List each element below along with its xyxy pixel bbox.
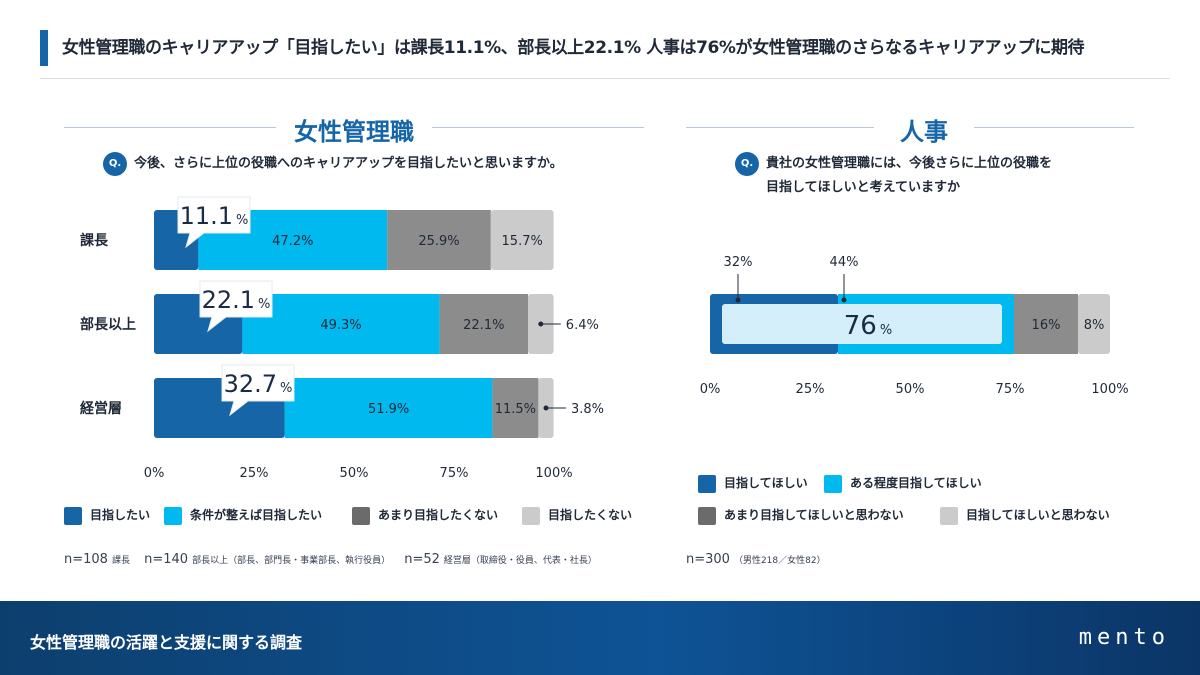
bar-segment (387, 210, 491, 270)
legend-swatch (522, 506, 540, 525)
bar-value-label: 15.7% (502, 234, 543, 249)
x-tick-label: 75% (440, 466, 469, 481)
bar-segment (1078, 294, 1110, 354)
bar-value-label: 3.8% (571, 402, 604, 417)
bar-value-label: 25.9% (418, 234, 459, 249)
bar-value-label: 51.9% (368, 402, 409, 417)
x-tick-label: 0% (700, 382, 721, 397)
legend-item-mezashitakunai: 目指したくない (522, 506, 632, 525)
bar-segment (439, 294, 528, 354)
legend-item-hoshiitoomowanai: 目指してほしいと思わない (940, 506, 1110, 525)
bar-segment (284, 378, 493, 438)
right-title-rule-right (974, 127, 1134, 128)
bar-segment (242, 294, 440, 354)
right-question-line2: 目指してほしいと考えていますか (766, 180, 960, 195)
title-accent-bar (40, 30, 48, 66)
left-title-rule-left (64, 127, 276, 128)
footer-band: 女性管理職の活躍と支援に関する調査 mento (0, 601, 1200, 675)
callout-bubble (221, 364, 295, 417)
legend-swatch (698, 474, 716, 493)
combined-highlight-box (722, 304, 1002, 344)
bar-segment (1014, 294, 1078, 354)
bar-value-label: 49.3% (320, 318, 361, 333)
combined-value-label: 76% (844, 311, 892, 341)
legend-item-mezashitehoshii: 目指してほしい (698, 474, 808, 493)
x-tick-label: 50% (340, 466, 369, 481)
legend-swatch (824, 474, 842, 493)
left-stacked-bar-chart: 47.2% 25.9% 15.7% 11.1 % 49.3% 22.1% 6.4% 22.1 % 5… (144, 196, 604, 481)
right-question-line1: 貴社の女性管理職には、今後さらに上位の役職を (766, 156, 1053, 171)
row-label-bucho: 部長以上 (80, 317, 136, 333)
bar-value-label: 16% (1032, 318, 1061, 333)
segment-value-label: 32% (724, 255, 753, 270)
left-section-title: 女性管理職 (294, 118, 414, 146)
leader-dot (543, 405, 549, 411)
x-tick-label: 50% (896, 382, 925, 397)
bar-value-label: 11.5% (495, 402, 536, 417)
bar-value-label: 6.4% (566, 318, 599, 333)
left-title-rule-right (432, 127, 644, 128)
legend-swatch (64, 506, 82, 525)
right-stacked-bar-chart: 16% 8% 76 % 32% 44% 0% 25% 50% 75% 100% (700, 255, 1129, 397)
x-tick-label: 75% (996, 382, 1025, 397)
legend-item-amari: あまり目指したくない (352, 506, 498, 525)
callout-leader-dot (735, 297, 741, 303)
leader-dot (538, 321, 544, 327)
right-sample-note: n=300 （男性218／女性82） (686, 552, 826, 567)
legend-swatch (940, 506, 958, 525)
x-tick-label: 25% (796, 382, 825, 397)
row-label-keiei: 経営層 (80, 401, 122, 417)
x-tick-label: 100% (535, 466, 572, 481)
bar-segment (490, 210, 554, 270)
legend-swatch (698, 506, 716, 525)
x-tick-label: 25% (240, 466, 269, 481)
legend-item-amari-hoshii: あまり目指してほしいと思わない (698, 506, 904, 525)
right-title-rule-left (686, 127, 874, 128)
right-question-badge: Q. (735, 152, 759, 176)
left-sample-notes: n=108 課長 n=140 部長以上（部長、部門長・事業部長、執行役員） n=52… (64, 552, 597, 567)
legend-swatch (164, 506, 182, 525)
callout-value-label: 22.1% (202, 286, 271, 314)
callout-leader-dot (841, 297, 847, 303)
bar-value-label: 47.2% (272, 234, 313, 249)
legend-item-aruteido: ある程度目指してほしい (824, 474, 982, 493)
header: 女性管理職のキャリアアップ「目指したい」は課長11.1%、部長以上22.1% 人… (0, 0, 1200, 79)
left-question: 今後、さらに上位の役職へのキャリアアップを目指したいと思いますか。 (134, 156, 563, 171)
header-divider (40, 78, 1170, 79)
callout-bubble (199, 280, 273, 333)
mento-logo: mento (1078, 625, 1170, 650)
x-tick-label: 100% (1091, 382, 1128, 397)
survey-title: 女性管理職の活躍と支援に関する調査 (30, 633, 303, 652)
right-section-title: 人事 (900, 118, 948, 146)
x-tick-label: 0% (144, 466, 165, 481)
row-label-kacho: 課長 (80, 233, 108, 249)
callout-value-label: 11.1% (180, 202, 249, 230)
callout-bubble (177, 196, 251, 249)
legend-swatch (352, 506, 370, 525)
legend-item-mezashitai: 目指したい (64, 506, 150, 525)
page-title: 女性管理職のキャリアアップ「目指したい」は課長11.1%、部長以上22.1% 人… (62, 38, 1085, 58)
left-question-badge: Q. (103, 152, 127, 176)
bar-value-label: 8% (1084, 318, 1105, 333)
bar-value-label: 22.1% (463, 318, 504, 333)
legend-item-jouken: 条件が整えば目指したい (164, 506, 322, 525)
callout-value-label: 32.7% (224, 370, 293, 398)
bar-segment (492, 378, 539, 438)
segment-value-label: 44% (830, 255, 859, 270)
